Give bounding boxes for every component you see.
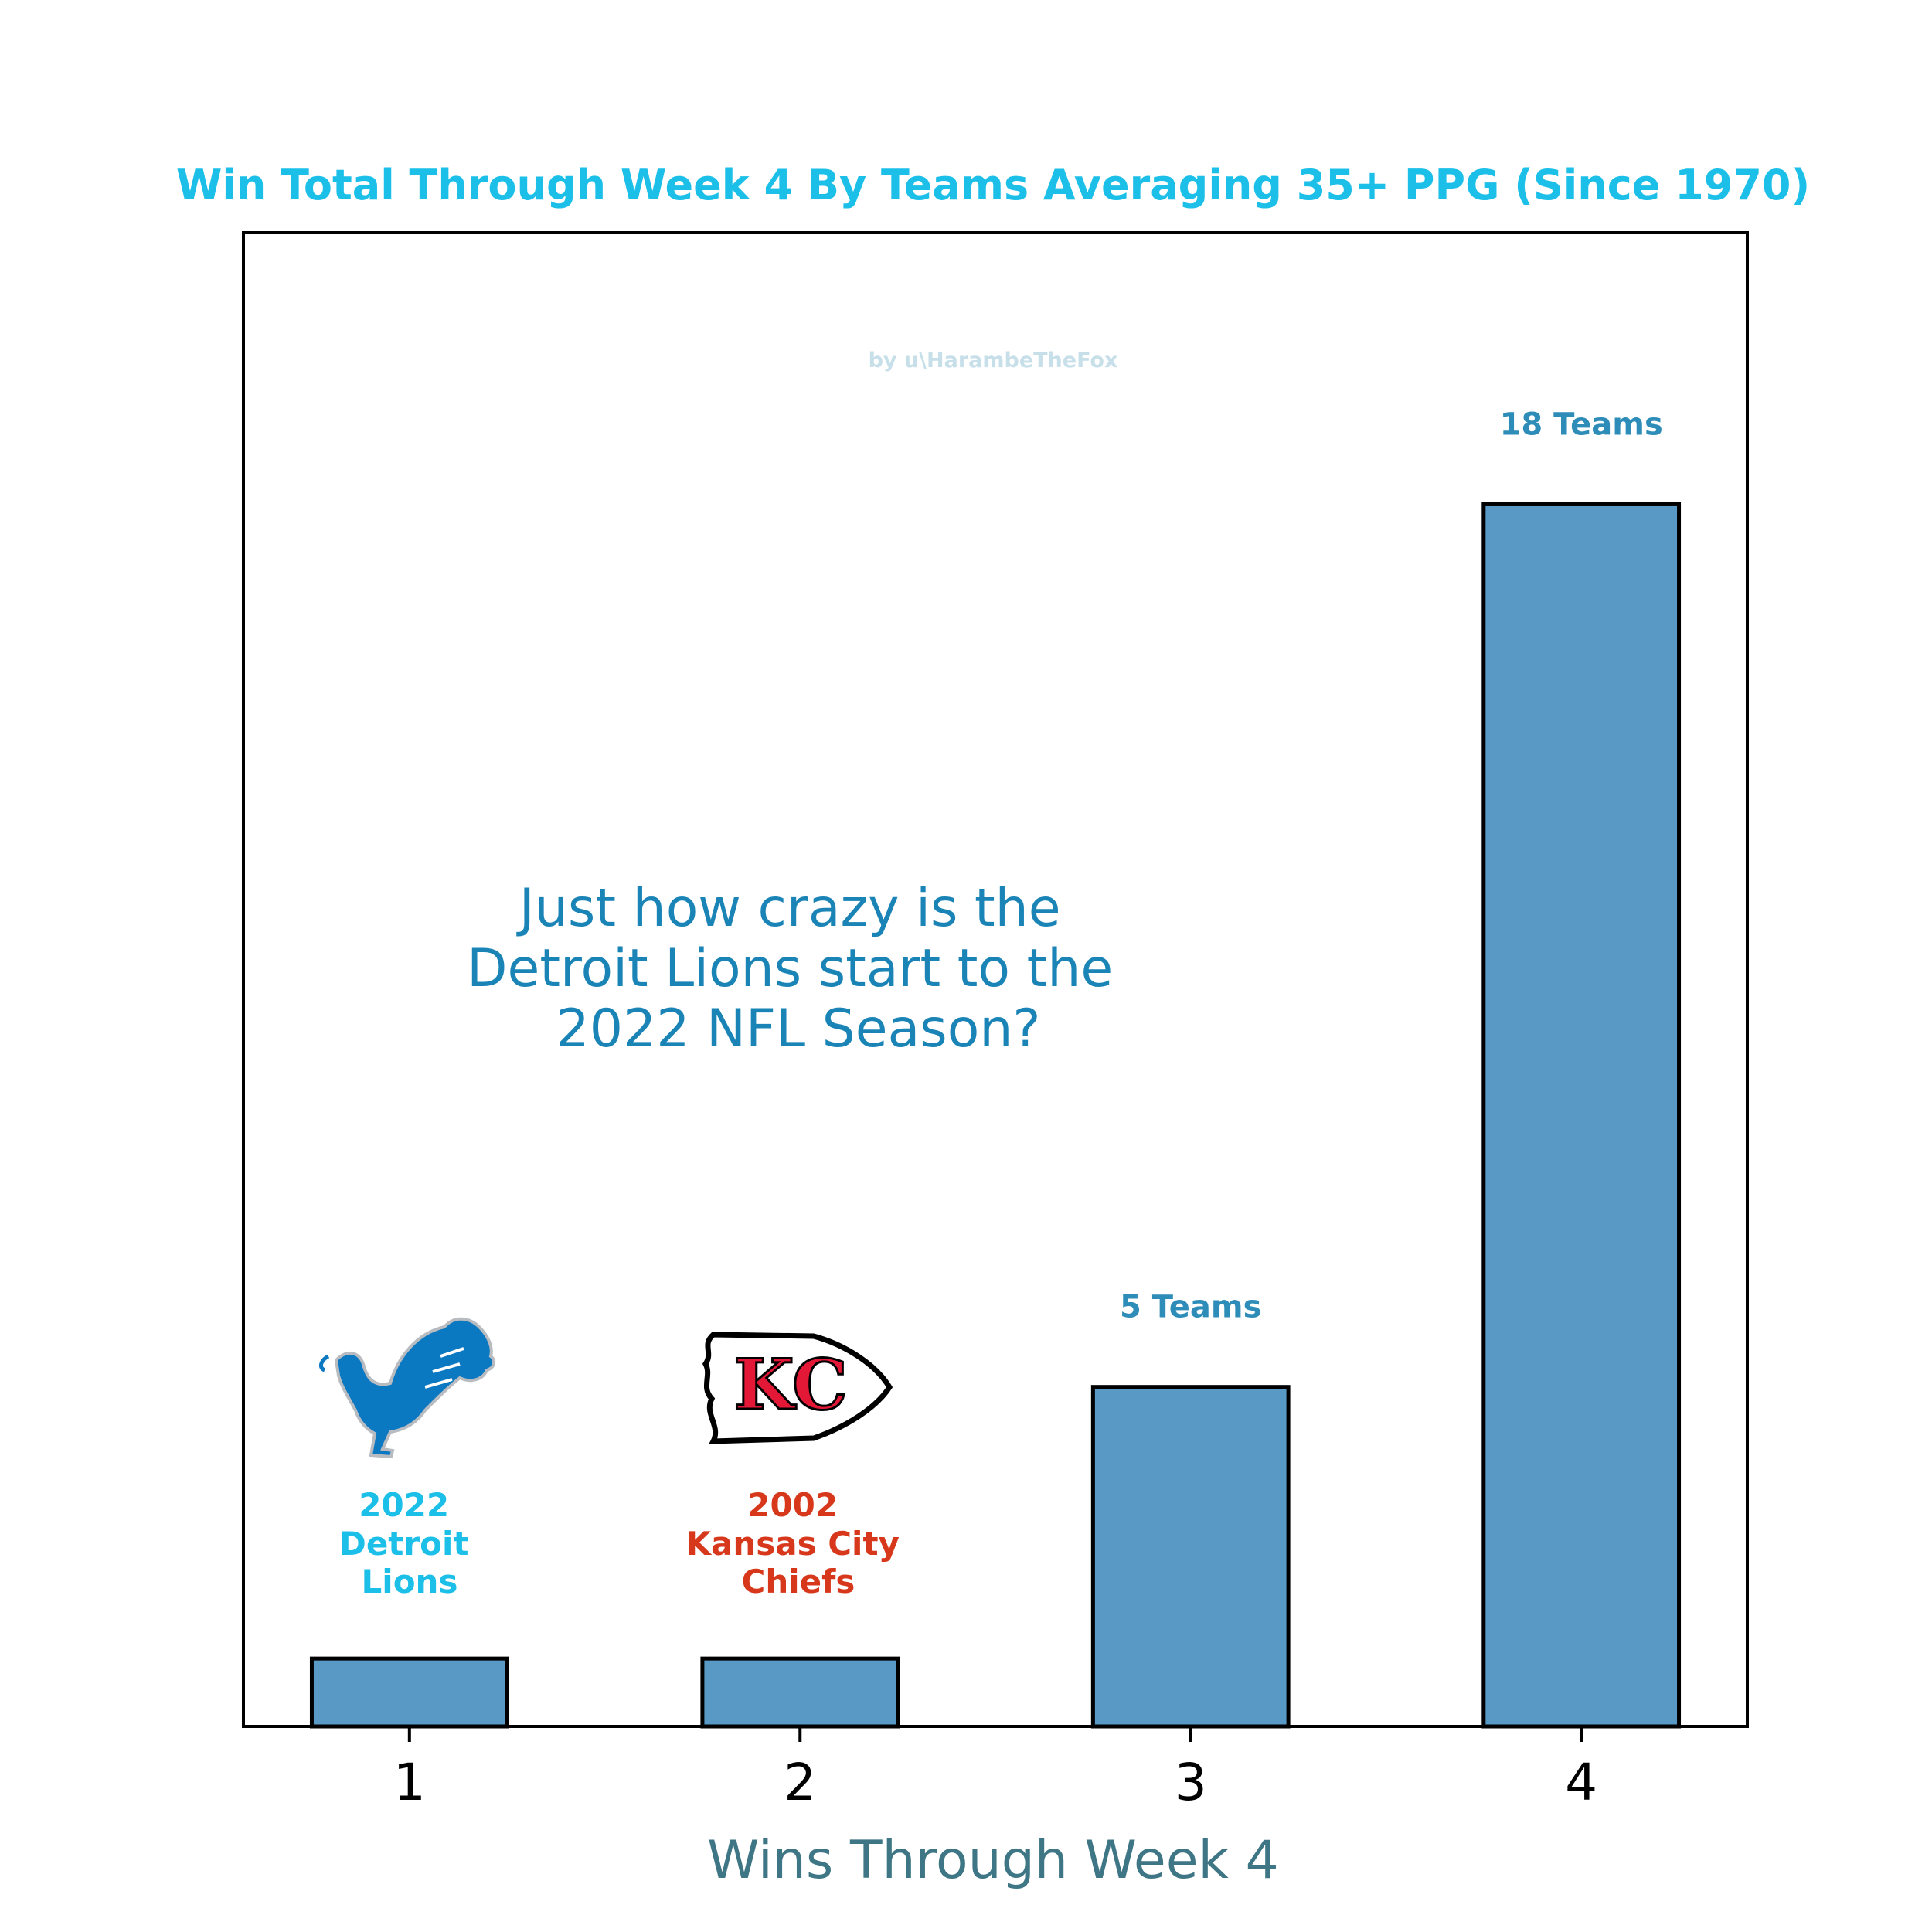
plot-frame	[242, 231, 1749, 1728]
detroit-lions-logo	[318, 1317, 496, 1459]
bar-1	[309, 1656, 509, 1729]
bar-3	[1090, 1385, 1291, 1729]
chiefs-label-line: Chiefs	[742, 1563, 855, 1600]
x-tick-label: 2	[784, 1753, 816, 1812]
lions-label: 2022 Detroit Lions	[339, 1486, 480, 1600]
bars	[309, 502, 1682, 1729]
bar-4	[1481, 502, 1682, 1729]
watermark: by u\HarambeTheFox	[869, 349, 1118, 372]
x-tick-label: 4	[1565, 1753, 1597, 1812]
bar-value-label: 5 Teams	[1120, 1290, 1261, 1325]
lions-label-line: Lions	[362, 1563, 458, 1600]
annotation-line: Just how crazy is the	[516, 878, 1061, 939]
x-axis-label: Wins Through Week 4	[707, 1830, 1279, 1891]
annotation-text: Just how crazy is the Detroit Lions star…	[467, 878, 1130, 1060]
svg-text:KC: KC	[733, 1344, 847, 1426]
annotation-line: Detroit Lions start to the	[467, 938, 1113, 999]
chiefs-label-line: 2002	[747, 1486, 838, 1524]
chiefs-label: 2002 Kansas City Chiefs	[685, 1486, 910, 1600]
kansas-city-chiefs-logo: KC	[702, 1332, 893, 1444]
chiefs-label-line: Kansas City	[685, 1525, 899, 1563]
bar-labels: 5 Teams 18 Teams	[1120, 406, 1663, 1325]
bar-2	[700, 1656, 900, 1729]
x-axis-ticks: 1 2 3 4	[393, 1726, 1597, 1812]
x-tick-label: 1	[393, 1753, 426, 1812]
x-tick-label: 3	[1175, 1753, 1207, 1812]
lions-label-line: 2022	[359, 1486, 449, 1524]
lions-label-line: Detroit	[339, 1525, 468, 1563]
annotation-line: 2022 NFL Season?	[556, 998, 1040, 1060]
bar-value-label: 18 Teams	[1500, 406, 1663, 442]
chart-title: Win Total Through Week 4 By Teams Averag…	[176, 161, 1810, 209]
